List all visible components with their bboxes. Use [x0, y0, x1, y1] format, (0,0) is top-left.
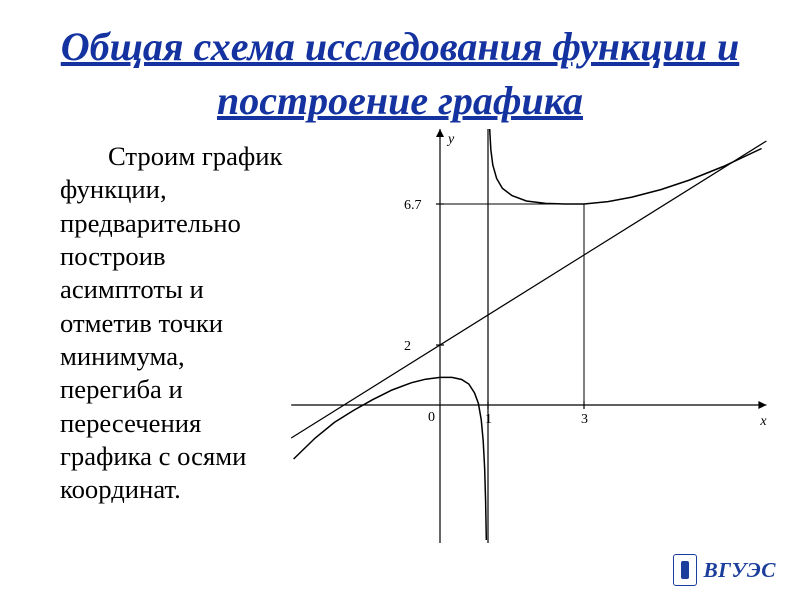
- body-paragraph: Строим график функции, предварительно по…: [60, 140, 290, 507]
- svg-text:2: 2: [404, 339, 411, 354]
- function-chart: 01326.7xy: [290, 125, 770, 545]
- chart-svg: 01326.7xy: [290, 125, 770, 545]
- emblem-icon: [673, 554, 697, 586]
- page-title: Общая схема исследования функции и постр…: [40, 20, 760, 128]
- svg-text:6.7: 6.7: [404, 198, 422, 213]
- logo-text: ВГУЭС: [703, 558, 776, 583]
- body-text: Строим график функции, предварительно по…: [60, 140, 290, 507]
- svg-text:x: x: [759, 414, 767, 429]
- footer-logo: ВГУЭС: [673, 554, 776, 586]
- svg-text:y: y: [446, 132, 455, 147]
- svg-text:3: 3: [581, 412, 588, 427]
- svg-text:0: 0: [428, 410, 435, 425]
